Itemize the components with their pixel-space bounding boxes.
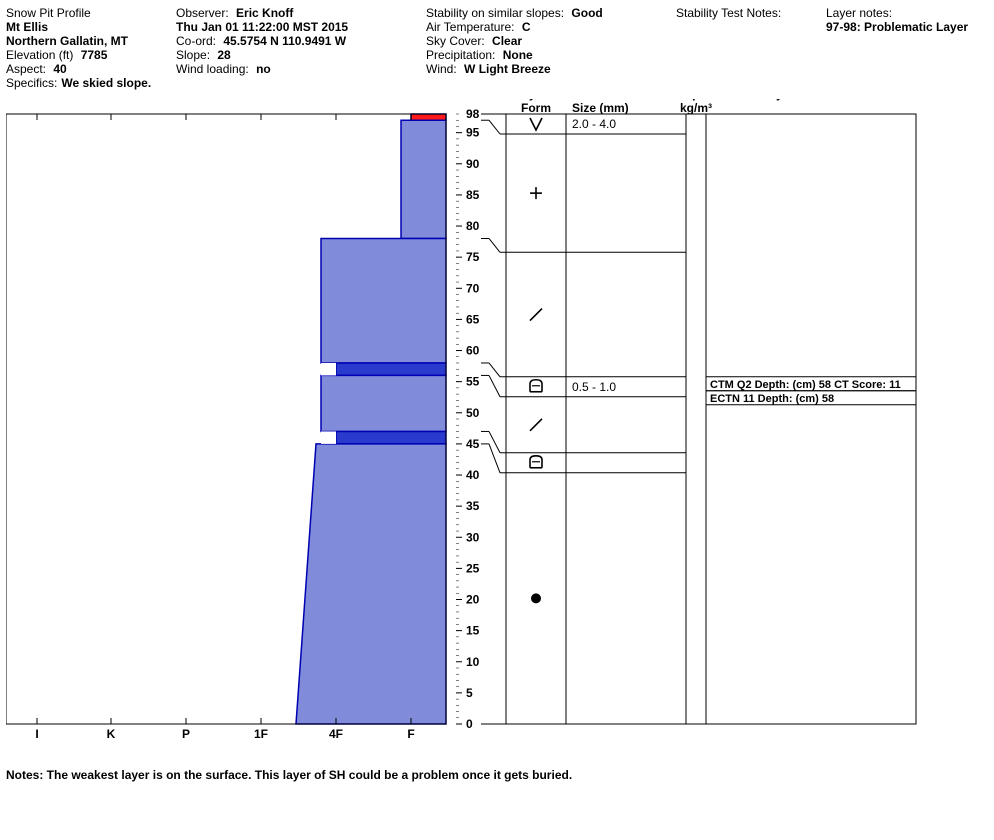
svg-text:65: 65 [466,312,480,326]
svg-text:60: 60 [466,344,480,358]
svg-text:90: 90 [466,157,480,171]
wind-loading-value: no [252,62,271,76]
hdr-stability-notes-col: Stability Test Notes: [676,6,826,90]
specifics-row: Specifics:We skied slope. [6,76,166,90]
coord-value: 45.5754 N 110.9491 W [219,34,346,48]
svg-text:ECTN 11 Depth: (cm) 58: ECTN 11 Depth: (cm) 58 [710,393,834,405]
sky-row: Sky Cover: Clear [426,34,666,48]
sky-value: Clear [488,34,522,48]
precip-value: None [499,48,533,62]
elevation-label: Elevation (ft) [6,48,73,62]
svg-text:1F: 1F [254,727,268,741]
svg-text:0: 0 [466,717,473,731]
slope-row: Slope: 28 [176,48,416,62]
svg-text:25: 25 [466,561,480,575]
stability-slopes-row: Stability on similar slopes: Good [426,6,666,20]
region: Northern Gallatin, MT [6,34,166,48]
svg-text:0.5 - 1.0: 0.5 - 1.0 [572,380,616,394]
slope-value: 28 [213,48,230,62]
svg-text:50: 50 [466,406,480,420]
hdr-layer-notes-col: Layer notes: 97-98: Problematic Layer [826,6,978,90]
wind-loading-row: Wind loading: no [176,62,416,76]
wind-loading-label: Wind loading: [176,62,249,76]
svg-text:85: 85 [466,188,480,202]
svg-text:15: 15 [466,624,480,638]
sky-label: Sky Cover: [426,34,485,48]
svg-text:P: P [182,727,190,741]
coord-row: Co-ord: 45.5754 N 110.9491 W [176,34,416,48]
stability-test-notes-label: Stability Test Notes: [676,6,816,20]
location: Mt Ellis [6,20,166,34]
svg-text:2.0 - 4.0: 2.0 - 4.0 [572,117,616,131]
svg-text:35: 35 [466,499,480,513]
aspect-label: Aspect: [6,62,46,76]
svg-text:K: K [107,727,116,741]
svg-text:10: 10 [466,655,480,669]
svg-text:5: 5 [466,686,473,700]
elevation-value: 7785 [77,48,108,62]
svg-text:F: F [407,727,414,741]
stability-slopes-value: Good [567,6,602,20]
coord-label: Co-ord: [176,34,216,48]
svg-text:75: 75 [466,250,480,264]
snow-pit-profile-label: Snow Pit Profile [6,6,166,20]
air-temp-label: Air Temperature: [426,20,514,34]
svg-text:Size (mm): Size (mm) [572,101,629,115]
notes-row: Notes: The weakest layer is on the surfa… [6,768,988,782]
svg-text:Stability Tests: Stability Tests [736,99,817,101]
svg-text:30: 30 [466,530,480,544]
notes-text: The weakest layer is on the surface. Thi… [47,768,572,782]
hdr-title-col: Snow Pit Profile Mt Ellis Northern Galla… [6,6,176,90]
notes-label: Notes: [6,768,47,782]
observer-label: Observer: [176,6,229,20]
header: Snow Pit Profile Mt Ellis Northern Galla… [6,6,988,91]
svg-text:40: 40 [466,468,480,482]
layer-notes-label: Layer notes: [826,6,968,20]
svg-text:98: 98 [466,107,480,121]
wind-row: Wind: W Light Breeze [426,62,666,76]
stability-slopes-label: Stability on similar slopes: [426,6,564,20]
svg-text:Form: Form [521,101,551,115]
wind-label: Wind: [426,62,457,76]
snow-pit-chart: I K P 1F 4F F 98 0 5 10 15 20 25 30 35 40 45 50 55 60 65 70 75… [6,99,976,764]
specifics-value: We skied slope. [57,76,151,90]
svg-text:I: I [35,727,38,741]
svg-text:CTM Q2 Depth: (cm) 58 CT Score: CTM Q2 Depth: (cm) 58 CT Score: 11 [710,379,901,391]
svg-text:80: 80 [466,219,480,233]
svg-text:95: 95 [466,126,480,140]
svg-text:45: 45 [466,437,480,451]
layer-notes-value: 97-98: Problematic Layer [826,20,968,34]
datetime: Thu Jan 01 11:22:00 MST 2015 [176,20,416,34]
hdr-weather-col: Stability on similar slopes: Good Air Te… [426,6,676,90]
wind-value: W Light Breeze [460,62,551,76]
aspect-row: Aspect: 40 [6,62,166,76]
svg-text:kg/m³: kg/m³ [680,101,712,115]
elevation-row: Elevation (ft) 7785 [6,48,166,62]
slope-label: Slope: [176,48,210,62]
precip-row: Precipitation: None [426,48,666,62]
air-temp-value: C [518,20,531,34]
observer-value: Eric Knoff [232,6,293,20]
svg-text:70: 70 [466,281,480,295]
svg-text:55: 55 [466,375,480,389]
svg-text:4F: 4F [329,727,343,741]
specifics-label: Specifics: [6,76,57,90]
svg-text:20: 20 [466,593,480,607]
observer-row: Observer: Eric Knoff [176,6,416,20]
aspect-value: 40 [49,62,66,76]
air-temp-row: Air Temperature: C [426,20,666,34]
precip-label: Precipitation: [426,48,495,62]
hdr-observer-col: Observer: Eric Knoff Thu Jan 01 11:22:00… [176,6,426,90]
